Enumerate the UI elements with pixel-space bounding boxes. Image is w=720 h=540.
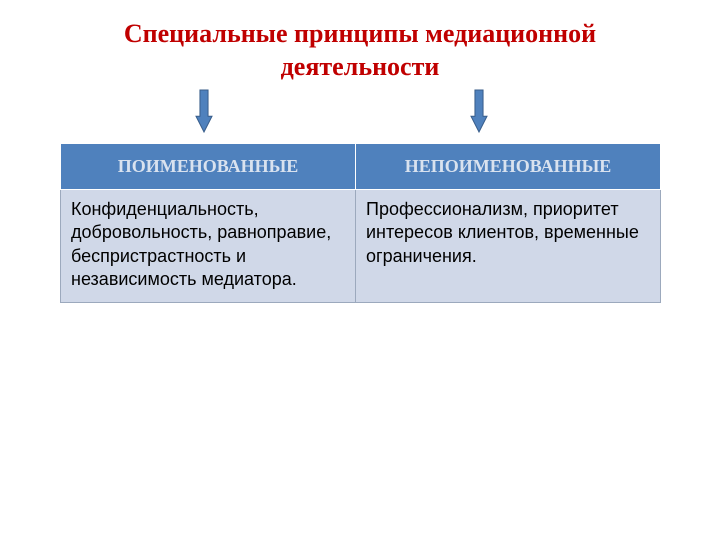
down-arrow-icon — [195, 89, 213, 133]
header-cell-unnamed: НЕПОИМЕНОВАННЫЕ — [356, 144, 661, 190]
arrow-row — [0, 89, 720, 139]
header-cell-named: ПОИМЕНОВАННЫЕ — [61, 144, 356, 190]
body-cell-unnamed: Профессионализм, приоритет интересов кли… — [356, 190, 661, 303]
slide: Специальные принципы медиационной деятел… — [0, 0, 720, 540]
arrow-shape — [471, 90, 487, 132]
title-line-1: Специальные принципы медиационной — [124, 19, 596, 48]
slide-title: Специальные принципы медиационной деятел… — [40, 18, 680, 83]
down-arrow-icon — [470, 89, 488, 133]
title-line-2: деятельности — [281, 52, 440, 81]
arrow-shape — [196, 90, 212, 132]
table-row: Конфиденциальность, добровольность, равн… — [61, 190, 661, 303]
table-header-row: ПОИМЕНОВАННЫЕ НЕПОИМЕНОВАННЫЕ — [61, 144, 661, 190]
principles-table-wrap: ПОИМЕНОВАННЫЕ НЕПОИМЕНОВАННЫЕ Конфиденци… — [60, 143, 660, 303]
body-cell-named: Конфиденциальность, добровольность, равн… — [61, 190, 356, 303]
principles-table: ПОИМЕНОВАННЫЕ НЕПОИМЕНОВАННЫЕ Конфиденци… — [60, 143, 661, 303]
